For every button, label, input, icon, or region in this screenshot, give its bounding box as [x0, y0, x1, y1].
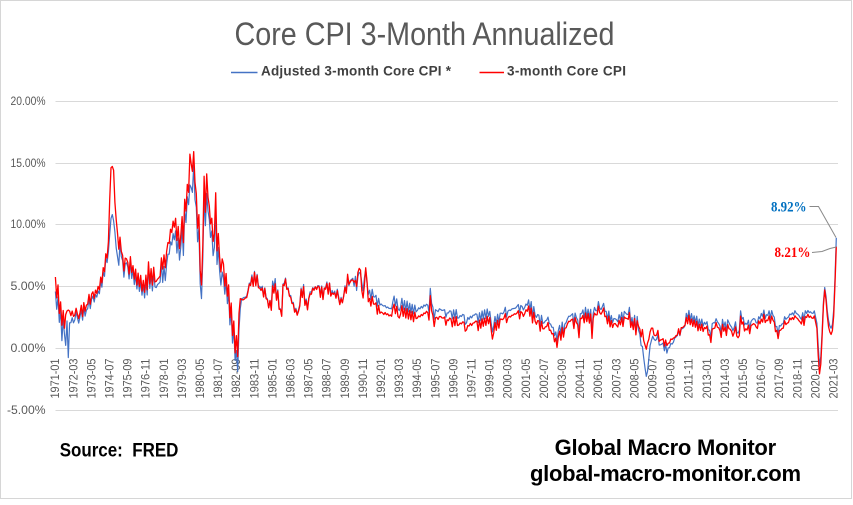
- svg-text:2009-07: 2009-07: [648, 359, 660, 399]
- svg-text:Core CPI 3-Month Annualized: Core CPI 3-Month Annualized: [235, 16, 615, 52]
- svg-text:1985-01: 1985-01: [267, 359, 279, 399]
- svg-text:2008-05: 2008-05: [629, 359, 641, 399]
- svg-text:2002-07: 2002-07: [539, 359, 551, 399]
- svg-text:2016-07: 2016-07: [756, 359, 768, 399]
- svg-text:2006-01: 2006-01: [593, 359, 605, 399]
- svg-text:1971-01: 1971-01: [50, 359, 62, 399]
- svg-text:1976-11: 1976-11: [141, 359, 153, 399]
- svg-text:1974-07: 1974-07: [105, 359, 117, 399]
- svg-text:8.21%: 8.21%: [775, 245, 811, 261]
- svg-text:1990-11: 1990-11: [358, 359, 370, 399]
- svg-text:-5.00%: -5.00%: [7, 405, 46, 417]
- svg-text:2014-03: 2014-03: [720, 359, 732, 399]
- svg-text:1972-03: 1972-03: [68, 359, 80, 399]
- svg-text:1988-07: 1988-07: [322, 359, 334, 399]
- svg-text:1986-03: 1986-03: [286, 359, 298, 399]
- svg-text:15.00%: 15.00%: [11, 158, 46, 170]
- svg-text:1997-11: 1997-11: [467, 359, 479, 399]
- svg-text:1994-05: 1994-05: [412, 359, 424, 399]
- svg-text:Global Macro Monitor: Global Macro Monitor: [555, 435, 777, 460]
- svg-text:Adjusted 3-month Core CPI *: Adjusted 3-month Core CPI *: [261, 64, 452, 79]
- svg-text:1989-09: 1989-09: [340, 359, 352, 399]
- svg-text:2001-05: 2001-05: [521, 359, 533, 399]
- svg-text:8.92%: 8.92%: [771, 200, 807, 216]
- svg-text:2017-09: 2017-09: [774, 359, 786, 399]
- svg-text:1981-07: 1981-07: [213, 359, 225, 399]
- svg-text:1979-03: 1979-03: [177, 359, 189, 399]
- svg-text:global-macro-monitor.com: global-macro-monitor.com: [530, 461, 801, 486]
- svg-text:2010-09: 2010-09: [666, 359, 678, 399]
- svg-text:2011-11: 2011-11: [684, 359, 696, 399]
- svg-text:2000-03: 2000-03: [503, 359, 515, 399]
- svg-text:1987-05: 1987-05: [304, 359, 316, 399]
- svg-text:2013-01: 2013-01: [702, 359, 714, 399]
- svg-text:1973-05: 1973-05: [86, 359, 98, 399]
- svg-text:2015-05: 2015-05: [738, 359, 750, 399]
- svg-text:10.00%: 10.00%: [11, 219, 46, 231]
- svg-text:1999-01: 1999-01: [485, 359, 497, 399]
- svg-text:2018-11: 2018-11: [792, 359, 804, 399]
- svg-text:3-month Core CPI: 3-month Core CPI: [507, 64, 626, 79]
- svg-text:0.00%: 0.00%: [11, 343, 46, 355]
- svg-text:1995-07: 1995-07: [430, 359, 442, 399]
- svg-text:1975-09: 1975-09: [123, 359, 135, 399]
- svg-text:2003-09: 2003-09: [557, 359, 569, 399]
- svg-text:2007-03: 2007-03: [611, 359, 623, 399]
- svg-text:1992-01: 1992-01: [376, 359, 388, 399]
- svg-text:1980-05: 1980-05: [195, 359, 207, 399]
- svg-text:1982-09: 1982-09: [231, 359, 243, 399]
- svg-text:1993-03: 1993-03: [394, 359, 406, 399]
- svg-text:1996-09: 1996-09: [448, 359, 460, 399]
- svg-text:2021-03: 2021-03: [829, 359, 841, 399]
- svg-text:20.00%: 20.00%: [11, 96, 46, 108]
- svg-text:1983-11: 1983-11: [249, 359, 261, 399]
- svg-text:2004-11: 2004-11: [575, 359, 587, 399]
- svg-text:5.00%: 5.00%: [11, 281, 46, 293]
- svg-text:Source: FRED: Source: FRED: [60, 439, 179, 461]
- svg-text:1978-01: 1978-01: [159, 359, 171, 399]
